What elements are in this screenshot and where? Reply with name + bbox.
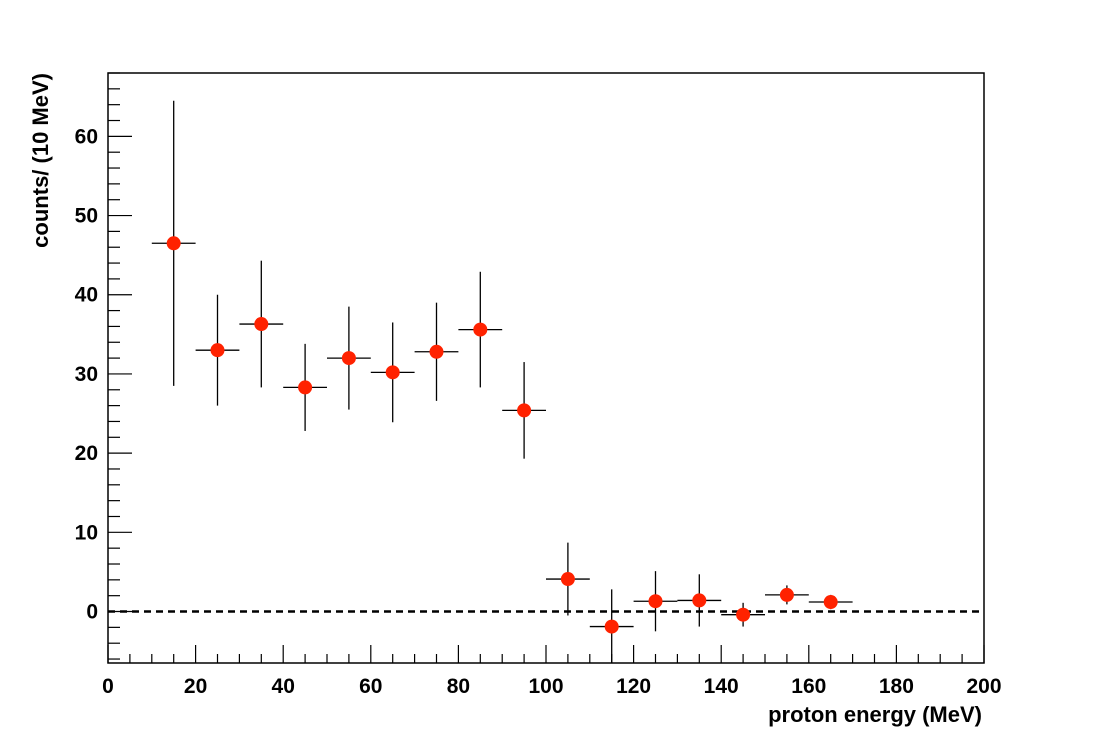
y-tick-label: 40	[75, 284, 98, 307]
data-point	[429, 344, 444, 359]
x-tick-label: 20	[184, 675, 207, 698]
x-tick-label: 60	[359, 675, 382, 698]
x-tick-label: 0	[102, 675, 114, 698]
y-tick-label: 20	[75, 442, 98, 465]
data-point	[298, 380, 313, 395]
data-point	[823, 595, 838, 610]
data-point	[648, 594, 663, 609]
x-tick-label: 80	[447, 675, 470, 698]
data-point	[341, 351, 356, 366]
axis-ticks	[107, 72, 985, 663]
x-tick-label: 100	[528, 675, 563, 698]
data-point	[385, 365, 400, 380]
data-point	[210, 343, 225, 358]
data-point	[254, 317, 269, 332]
x-tick-label: 180	[879, 675, 914, 698]
plot-frame	[107, 72, 985, 664]
data-point	[604, 619, 619, 634]
x-tick-label: 160	[791, 675, 826, 698]
x-tick-label: 200	[966, 675, 1001, 698]
data-point	[517, 403, 532, 418]
data-point	[779, 587, 794, 602]
data-point	[473, 322, 488, 337]
x-tick-label: 140	[704, 675, 739, 698]
x-tick-label: 120	[616, 675, 651, 698]
y-axis-title: counts/ (10 MeV)	[28, 73, 53, 248]
x-axis-title: proton energy (MeV)	[768, 702, 982, 727]
y-tick-labels: 0 10 20 30 40 50 60	[75, 125, 98, 623]
y-tick-label: 60	[75, 125, 98, 148]
data-point	[736, 607, 751, 622]
data-point	[166, 236, 181, 251]
y-tick-label: 30	[75, 363, 98, 386]
y-tick-label: 50	[75, 205, 98, 228]
y-tick-label: 10	[75, 521, 98, 544]
data-point	[692, 593, 707, 608]
y-tick-label: 0	[86, 601, 98, 624]
data-point	[560, 572, 575, 587]
x-tick-labels: 0 20 40 60 80 100 120 140 160 180 200	[102, 675, 1001, 698]
x-tick-label: 40	[272, 675, 295, 698]
error-bars	[151, 100, 853, 663]
data-points	[166, 236, 838, 634]
